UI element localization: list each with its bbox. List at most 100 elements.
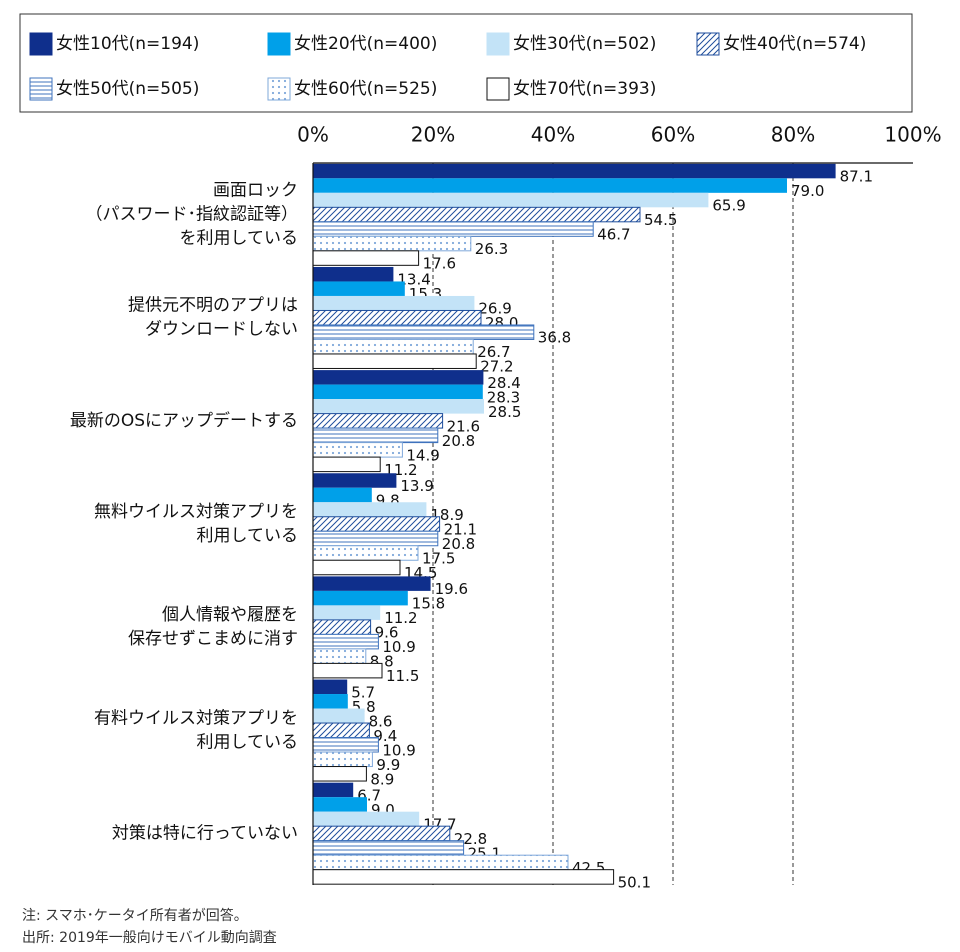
bar: [313, 399, 484, 414]
x-tick-label: 80%: [771, 123, 815, 147]
value-label: 21.6: [447, 417, 480, 435]
value-label: 65.9: [712, 197, 745, 215]
bar: [312, 442, 403, 458]
legend-swatch: [486, 32, 510, 56]
bar: [312, 825, 451, 842]
category-label: 画面ロック（パスワード･指紋認証等）を利用している: [86, 181, 299, 249]
bar: [312, 648, 367, 664]
bar: [312, 324, 535, 340]
bar: [313, 605, 381, 620]
value-label: 54.5: [644, 211, 677, 229]
legend-label: 女性50代(n=505): [56, 79, 199, 99]
value-label: 21.1: [444, 521, 477, 539]
bar: [312, 353, 477, 369]
value-label: 87.1: [840, 168, 873, 186]
value-label: 8.9: [370, 770, 394, 788]
value-label: 28.3: [487, 388, 520, 406]
value-label: 46.7: [597, 226, 630, 244]
category-label: 無料ウイルス対策アプリを利用している: [94, 502, 298, 546]
bar: [312, 766, 367, 782]
bar: [313, 178, 787, 193]
value-label: 9.9: [376, 756, 400, 774]
legend-swatch: [696, 32, 720, 56]
value-label: 11.5: [386, 667, 419, 685]
value-label: 5.7: [351, 683, 375, 701]
note: 注: スマホ･ケータイ所有者が回答。: [22, 907, 248, 924]
value-label: 15.8: [412, 595, 445, 613]
bar: [313, 782, 354, 798]
value-label: 11.2: [384, 609, 417, 627]
bar: [312, 722, 370, 739]
value-label: 28.4: [487, 374, 520, 392]
value-label: 26.9: [478, 300, 511, 318]
legend-swatch: [29, 32, 53, 56]
legend-label: 女性40代(n=574): [723, 34, 866, 54]
bar: [313, 502, 427, 517]
bar: [313, 576, 431, 591]
bar: [312, 427, 439, 444]
bar: [312, 413, 444, 429]
value-label: 20.8: [442, 535, 475, 553]
bar: [313, 370, 484, 385]
value-label: 79.0: [791, 182, 824, 200]
bar: [313, 473, 397, 488]
value-label: 36.8: [538, 329, 571, 347]
value-label: 9.4: [373, 727, 397, 745]
bar: [312, 559, 401, 576]
bar: [312, 751, 373, 768]
bar: [312, 206, 641, 223]
legend-box: [19, 13, 913, 113]
bar: [313, 192, 709, 208]
value-label: 19.6: [435, 580, 468, 598]
bar: [313, 163, 836, 179]
legend-swatch: [486, 77, 510, 101]
bar: [312, 633, 379, 650]
bar: [312, 619, 372, 635]
bar: [312, 737, 379, 753]
bar: [313, 384, 483, 400]
bar: [312, 662, 383, 679]
note: 出所: 2019年一般向けモバイル動向調査: [22, 930, 277, 946]
bar: [312, 530, 439, 547]
bar: [313, 266, 394, 282]
bar: [313, 679, 348, 695]
bar: [312, 250, 420, 266]
bar: [313, 708, 365, 724]
legend-label: 女性70代(n=393): [513, 79, 656, 99]
value-label: 17.5: [422, 550, 455, 568]
value-label: 50.1: [618, 873, 651, 891]
value-label: 8.6: [369, 712, 393, 730]
value-label: 28.5: [488, 403, 521, 421]
category-label: 有料ウイルス対策アプリを利用している: [94, 708, 298, 752]
x-tick-label: 40%: [531, 123, 575, 147]
category-label: 最新のOSにアップデートする: [70, 410, 298, 431]
value-label: 14.9: [406, 446, 439, 464]
category-label: 対策は特に行っていない: [112, 823, 298, 843]
bar: [313, 295, 475, 311]
value-label: 10.9: [382, 638, 415, 656]
bar: [313, 797, 367, 812]
bar: [313, 811, 420, 827]
bar: [312, 309, 482, 326]
x-tick-label: 0%: [297, 123, 329, 147]
legend-swatch: [29, 77, 53, 101]
value-label: 9.6: [375, 624, 399, 642]
legend-label: 女性30代(n=502): [513, 34, 656, 54]
legend-swatch: [267, 77, 291, 101]
bar: [312, 854, 569, 871]
value-label: 17.6: [423, 255, 456, 273]
bar: [312, 869, 615, 885]
x-tick-label: 20%: [411, 123, 455, 147]
legend-label: 女性60代(n=525): [294, 79, 437, 99]
category-label: 提供元不明のアプリはダウンロードしない: [128, 296, 298, 340]
bar: [312, 840, 465, 856]
legend-label: 女性10代(n=194): [56, 34, 199, 54]
bar: [312, 338, 474, 355]
legend-swatch: [267, 32, 291, 56]
bar: [312, 235, 472, 252]
value-label: 13.9: [400, 477, 433, 495]
value-label: 20.8: [442, 432, 475, 450]
value-label: 26.3: [475, 240, 508, 258]
bar: [312, 516, 441, 532]
